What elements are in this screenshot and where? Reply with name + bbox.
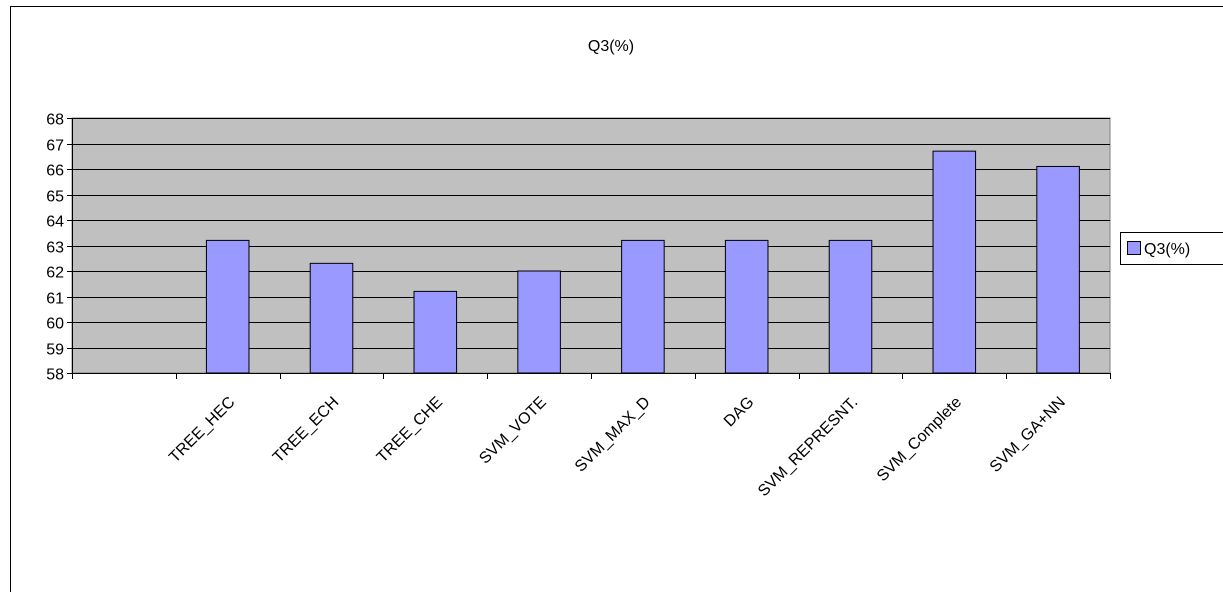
y-tick-label: 58 — [46, 367, 64, 384]
bar — [621, 239, 665, 374]
legend-swatch — [1127, 241, 1141, 255]
y-tick-label: 59 — [46, 342, 64, 359]
bar — [932, 150, 977, 374]
chart-title: Q3(%) — [588, 38, 634, 55]
bar — [309, 262, 354, 374]
y-tick-label: 67 — [46, 138, 64, 155]
bar — [828, 239, 873, 374]
bar — [724, 239, 769, 374]
legend-label: Q3(%) — [1144, 241, 1190, 258]
bar — [413, 290, 458, 374]
y-tick-label: 62 — [46, 265, 64, 282]
y-tick-label: 60 — [46, 316, 64, 333]
y-tick-label: 64 — [46, 214, 64, 231]
y-tick-label: 61 — [46, 291, 64, 308]
y-tick-label: 66 — [46, 163, 64, 180]
bar — [205, 239, 250, 374]
legend: Q3(%) — [1120, 232, 1223, 265]
bar — [517, 270, 561, 374]
y-tick-label: 65 — [46, 189, 64, 206]
bar — [1036, 165, 1080, 374]
y-tick-label: 68 — [46, 112, 64, 129]
y-tick-label: 63 — [46, 240, 64, 257]
